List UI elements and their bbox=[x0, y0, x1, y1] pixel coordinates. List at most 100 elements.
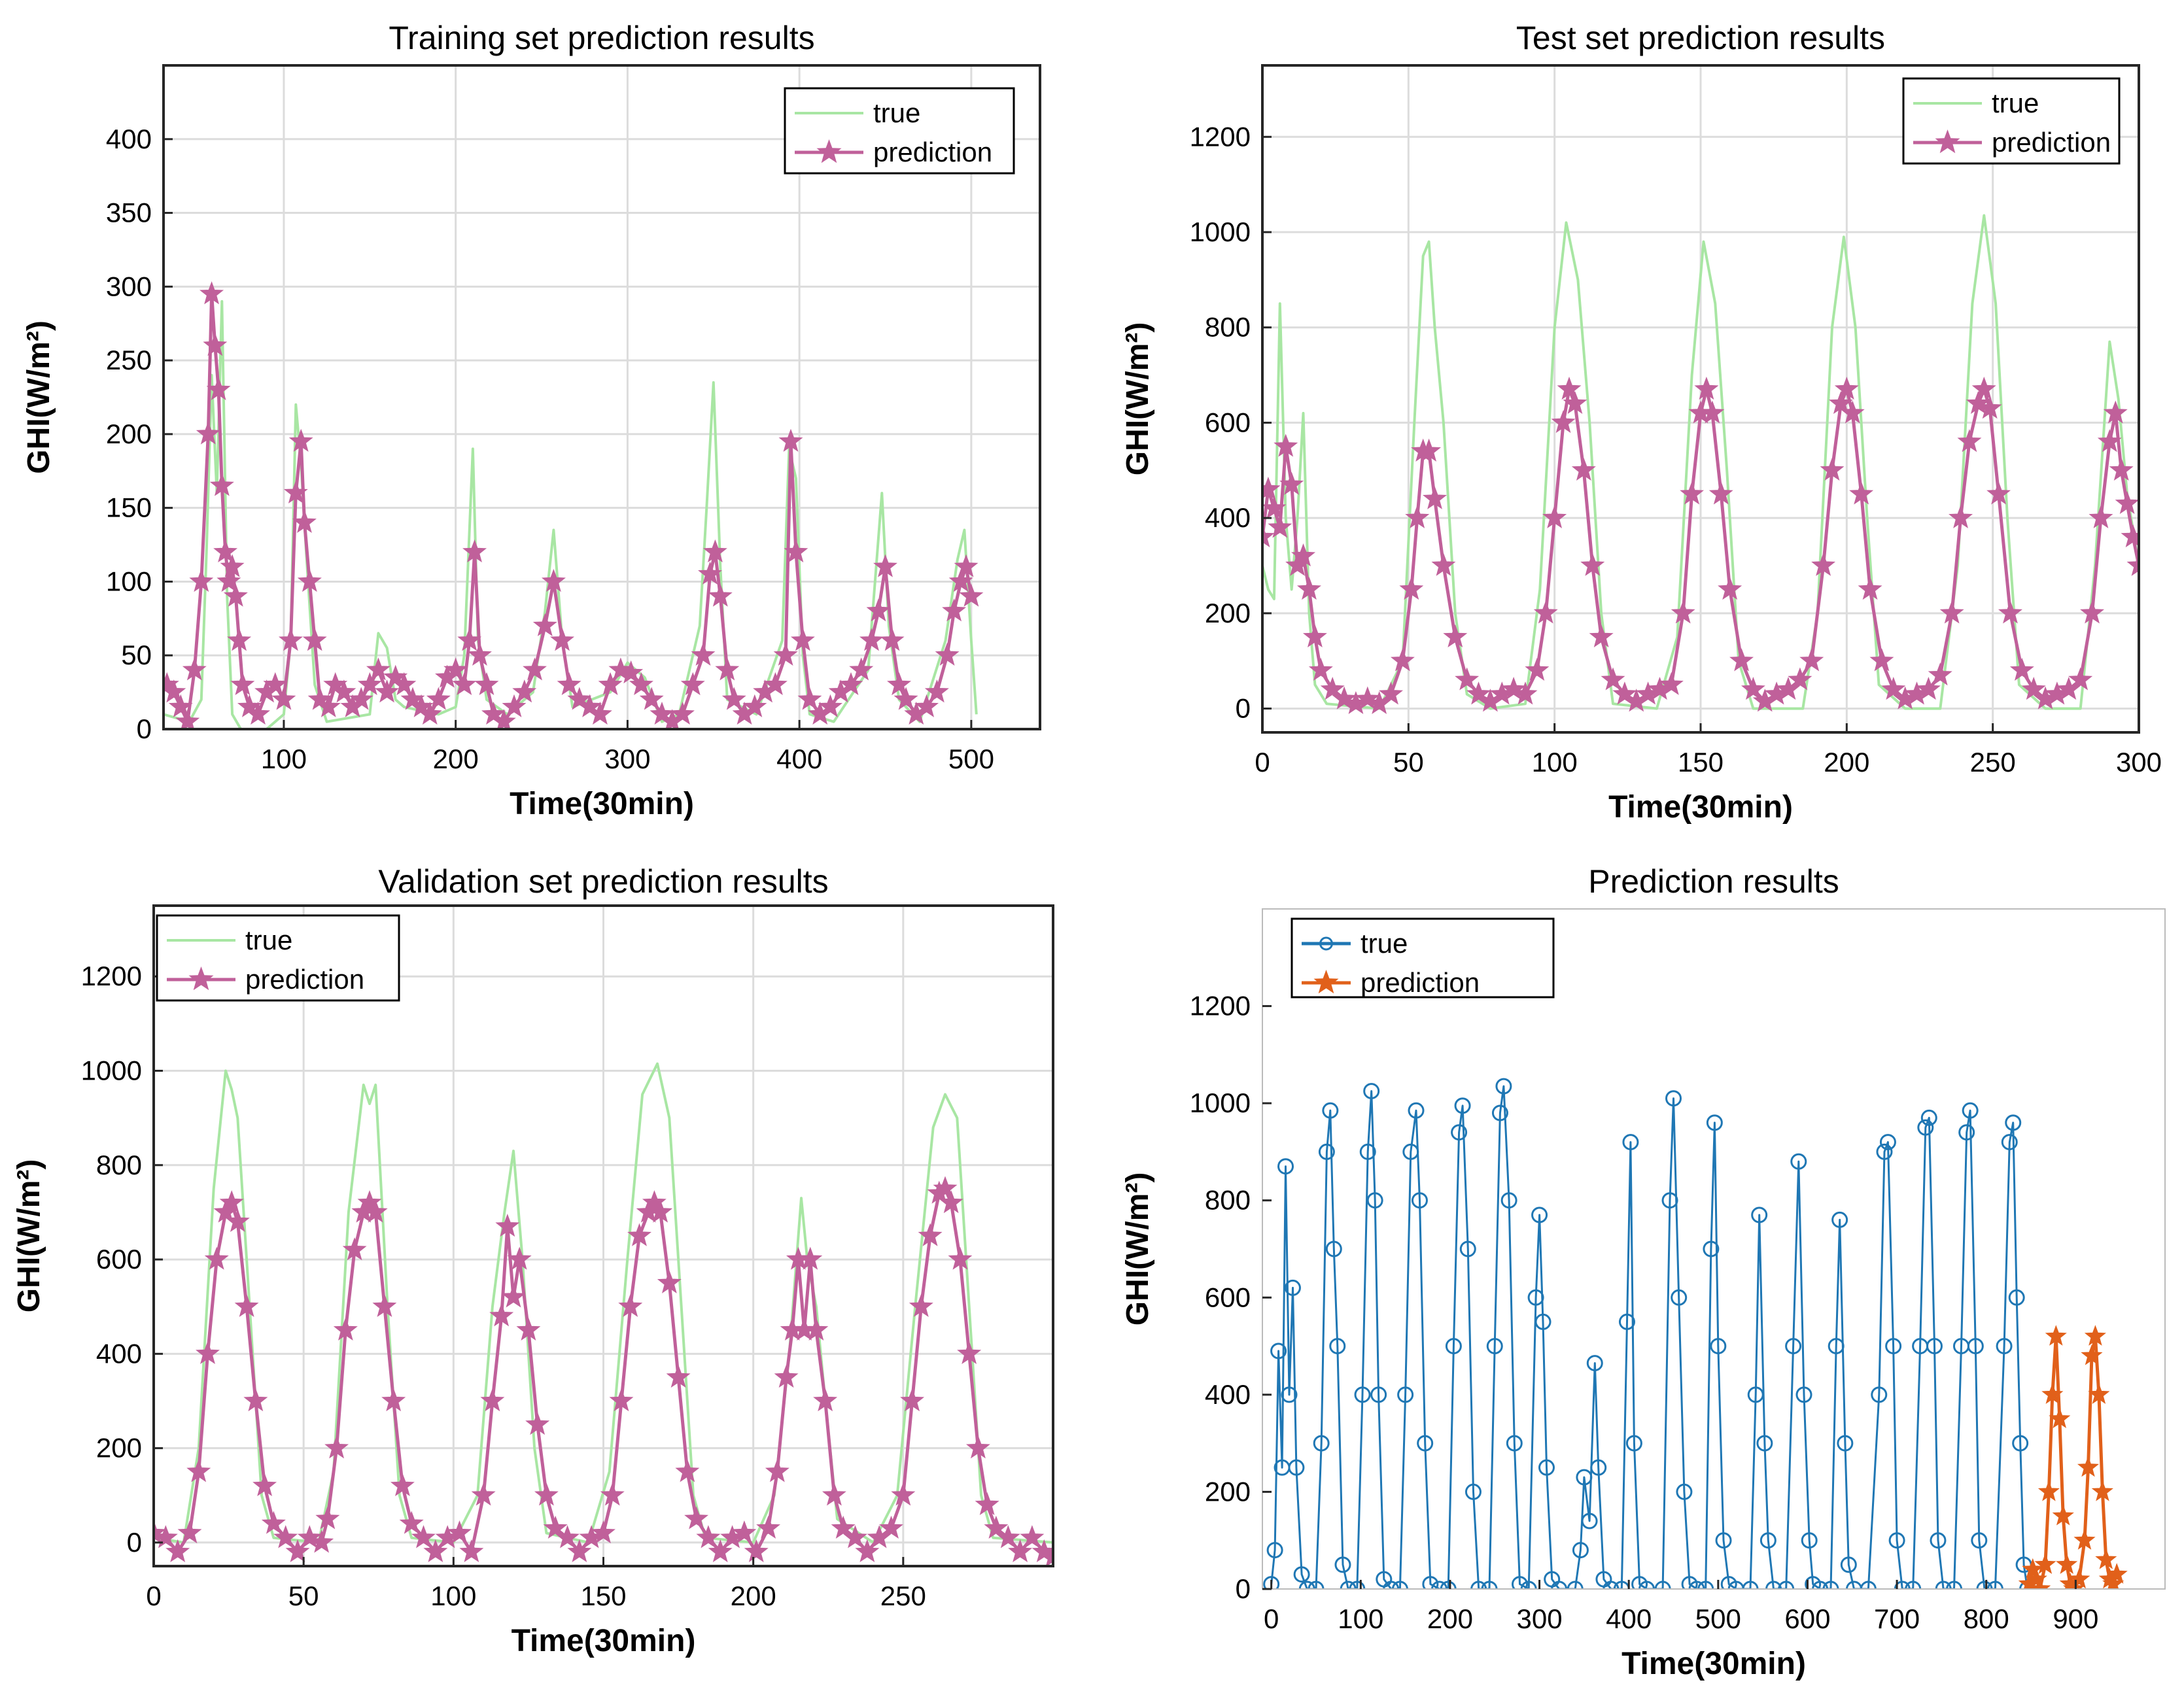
data-point-star bbox=[642, 1190, 667, 1214]
data-point-star bbox=[175, 709, 200, 729]
data-point-star bbox=[2097, 429, 2122, 453]
data-point-circle bbox=[1638, 1580, 1655, 1589]
data-point-circle bbox=[1527, 1289, 1544, 1306]
data-point-circle bbox=[1790, 1153, 1807, 1170]
data-point-star bbox=[873, 554, 897, 577]
data-point-circle bbox=[1958, 1124, 1975, 1141]
data-point-star bbox=[491, 709, 516, 729]
x-tick-label: 200 bbox=[433, 743, 479, 774]
data-point-star bbox=[206, 377, 231, 400]
data-point-star bbox=[1279, 471, 1304, 495]
data-point-circle bbox=[1894, 1580, 1911, 1589]
data-point-star bbox=[939, 1190, 963, 1214]
data-point-circle bbox=[1288, 1459, 1305, 1476]
data-point-star bbox=[523, 657, 547, 681]
data-point-star bbox=[1268, 515, 1292, 538]
data-point-circle bbox=[1785, 1338, 1802, 1355]
data-point-circle bbox=[1727, 1580, 1744, 1589]
data-point-star bbox=[831, 1515, 856, 1539]
data-point-star bbox=[316, 694, 341, 717]
legend-label-true: true bbox=[245, 925, 292, 955]
data-point-star bbox=[196, 1341, 220, 1365]
data-point-star bbox=[818, 694, 842, 717]
data-point-circle bbox=[1876, 1143, 1893, 1160]
data-point-star bbox=[657, 1270, 682, 1293]
data-point-circle bbox=[1454, 1097, 1471, 1114]
data-point-circle bbox=[1747, 1386, 1764, 1403]
data-point-circle bbox=[1759, 1532, 1777, 1549]
y-axis-label: GHI(W/m²) bbox=[1120, 1172, 1155, 1326]
data-point-star bbox=[708, 583, 733, 607]
y-tick-label: 1000 bbox=[1190, 216, 1251, 247]
data-point-circle bbox=[1538, 1459, 1555, 1476]
data-point-star bbox=[182, 657, 207, 681]
data-point-circle bbox=[1962, 1102, 1979, 1119]
data-point-star bbox=[481, 701, 506, 725]
data-point-star bbox=[375, 679, 400, 703]
data-point-star bbox=[399, 1511, 424, 1534]
data-point-star bbox=[363, 1199, 388, 1223]
data-point-star bbox=[975, 1492, 999, 1515]
data-point-star bbox=[909, 1293, 933, 1317]
data-point-circle bbox=[1631, 1576, 1648, 1589]
y-axis-label: GHI(W/m²) bbox=[12, 1159, 46, 1313]
data-point-star bbox=[199, 281, 224, 305]
y-tick-label: 0 bbox=[137, 713, 152, 744]
x-tick-label: 200 bbox=[1427, 1603, 1473, 1634]
data-point-star bbox=[1571, 457, 1596, 481]
data-point-star bbox=[1041, 1544, 1053, 1566]
y-axis-label: GHI(W/m²) bbox=[1120, 322, 1155, 476]
data-point-star bbox=[1542, 505, 1567, 528]
data-point-star bbox=[618, 1293, 643, 1317]
plot-group: 0 50 100 150 200 250 0 200 400 600 800 1000 1200 Vali… bbox=[12, 863, 1054, 1658]
data-point-star bbox=[154, 1520, 166, 1544]
data-point-circle bbox=[1967, 1338, 1984, 1355]
legend-label-prediction: prediction bbox=[1992, 127, 2111, 158]
data-point-star bbox=[773, 642, 798, 666]
x-tick-label: 50 bbox=[1393, 747, 1424, 777]
data-point-star bbox=[227, 628, 252, 651]
data-point-star bbox=[2045, 1325, 2067, 1346]
data-point-star bbox=[1302, 624, 1327, 647]
data-point-circle bbox=[1756, 1435, 1773, 1452]
y-tick-label: 1200 bbox=[1190, 991, 1251, 1021]
x-tick-label: 200 bbox=[731, 1580, 776, 1611]
data-point-star bbox=[1008, 1539, 1033, 1563]
data-point-star bbox=[555, 1525, 580, 1548]
y-tick-label: 800 bbox=[96, 1150, 142, 1180]
data-point-circle bbox=[1459, 1240, 1476, 1257]
data-point-star bbox=[557, 672, 581, 696]
chart-validation: 0 50 100 150 200 250 0 200 400 600 800 1000 1200 Vali… bbox=[12, 863, 1054, 1658]
data-point-circle bbox=[1885, 1338, 1902, 1355]
data-point-star bbox=[1949, 505, 1973, 528]
data-point-circle bbox=[1720, 1576, 1737, 1589]
data-point-circle bbox=[1935, 1580, 1952, 1589]
data-point-star bbox=[534, 1482, 559, 1506]
data-point-circle bbox=[1284, 1279, 1301, 1296]
data-point-star bbox=[2049, 1407, 2071, 1429]
data-point-star bbox=[666, 1364, 691, 1388]
data-point-star bbox=[1533, 600, 1558, 624]
legend-label-true: true bbox=[1361, 928, 1408, 959]
legend-marker-star bbox=[188, 966, 214, 991]
data-point-circle bbox=[1986, 1580, 2003, 1589]
data-point-star bbox=[417, 701, 442, 725]
legend: true prediction bbox=[1291, 917, 1555, 999]
data-point-circle bbox=[1349, 1580, 1366, 1589]
data-point-star bbox=[1700, 400, 1725, 424]
data-point-star bbox=[1858, 576, 1882, 600]
data-point-star bbox=[507, 1246, 532, 1270]
data-point-star bbox=[2084, 1325, 2106, 1346]
data-point-star bbox=[292, 509, 317, 533]
data-point-star bbox=[859, 628, 884, 651]
data-point-circle bbox=[1391, 1580, 1408, 1589]
data-point-circle bbox=[1917, 1119, 1934, 1136]
data-point-star bbox=[1729, 648, 1754, 672]
data-point-star bbox=[880, 628, 905, 651]
data-point-circle bbox=[1946, 1580, 1963, 1589]
data-point-star bbox=[203, 333, 228, 356]
data-point-circle bbox=[1930, 1532, 1947, 1549]
data-point-star bbox=[243, 1388, 268, 1412]
x-tick-label: 600 bbox=[1784, 1603, 1830, 1634]
data-point-circle bbox=[1277, 1158, 1294, 1175]
